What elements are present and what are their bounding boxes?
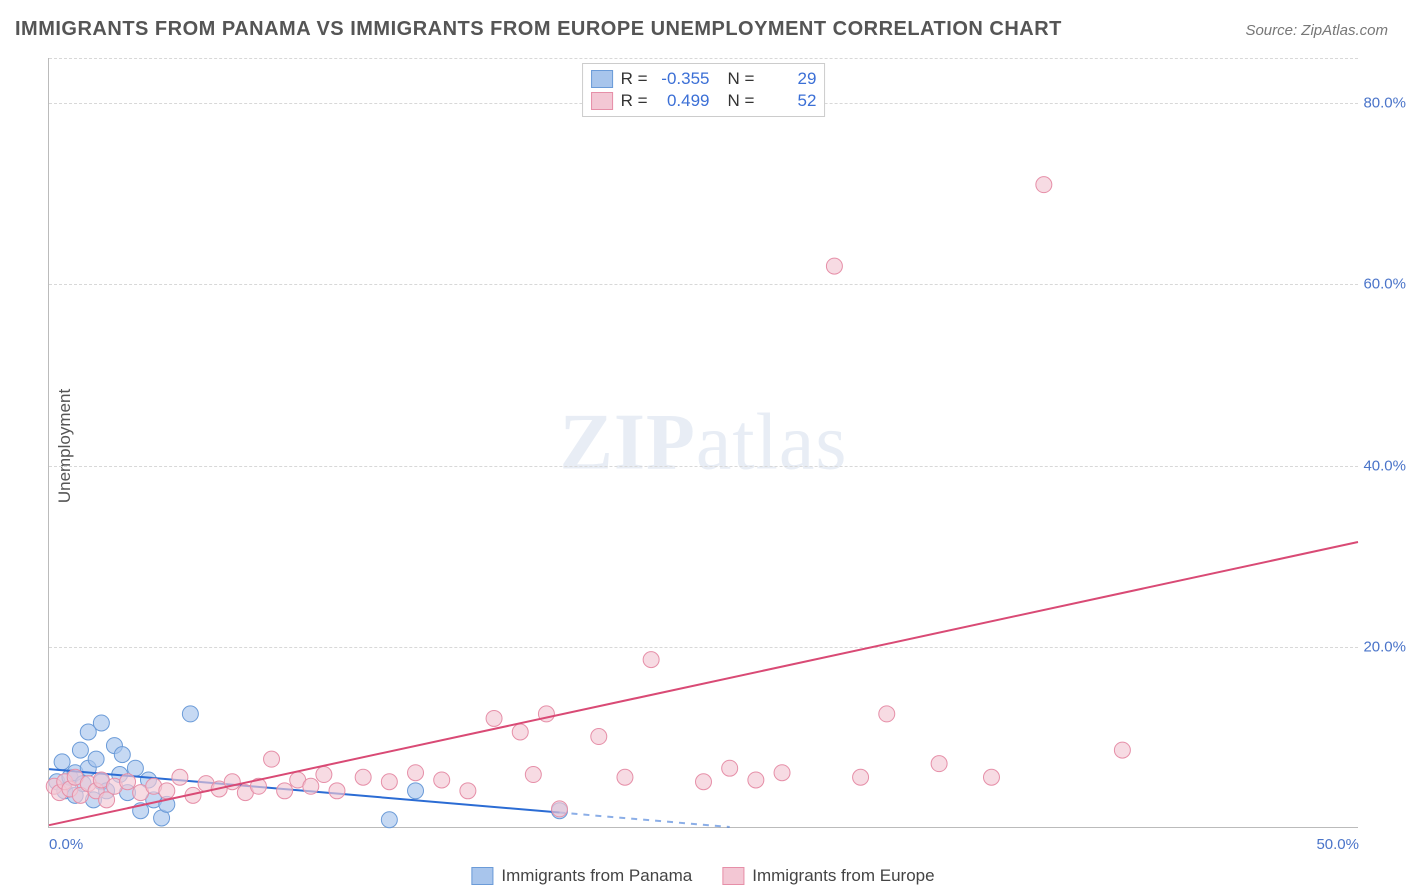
legend-swatch xyxy=(722,867,744,885)
data-point xyxy=(826,258,842,274)
data-point xyxy=(303,778,319,794)
legend-swatch xyxy=(591,92,613,110)
data-point xyxy=(72,742,88,758)
series-label: Immigrants from Panama xyxy=(501,866,692,886)
data-point xyxy=(525,767,541,783)
n-label: N = xyxy=(728,69,755,89)
data-point xyxy=(1036,177,1052,193)
data-point xyxy=(931,756,947,772)
data-point xyxy=(774,765,790,781)
data-point xyxy=(512,724,528,740)
data-point xyxy=(722,760,738,776)
data-point xyxy=(879,706,895,722)
y-tick-label: 20.0% xyxy=(1362,638,1406,655)
data-point xyxy=(381,812,397,828)
data-point xyxy=(460,783,476,799)
data-point xyxy=(552,801,568,817)
data-point xyxy=(983,769,999,785)
x-tick-label: 50.0% xyxy=(1316,836,1359,853)
data-point xyxy=(93,715,109,731)
data-point xyxy=(54,754,70,770)
r-value: 0.499 xyxy=(656,91,710,111)
data-point xyxy=(264,751,280,767)
n-label: N = xyxy=(728,91,755,111)
data-point xyxy=(408,783,424,799)
x-tick-label: 0.0% xyxy=(49,836,83,853)
stats-legend-row: R = -0.355 N = 29 xyxy=(591,68,817,90)
data-point xyxy=(617,769,633,785)
n-value: 29 xyxy=(762,69,816,89)
legend-swatch xyxy=(471,867,493,885)
data-point xyxy=(120,774,136,790)
y-tick-label: 40.0% xyxy=(1362,457,1406,474)
data-point xyxy=(591,729,607,745)
data-point xyxy=(381,774,397,790)
r-label: R = xyxy=(621,69,648,89)
r-label: R = xyxy=(621,91,648,111)
stats-legend: R = -0.355 N = 29 R = 0.499 N = 52 xyxy=(582,63,826,117)
plot-area: ZIPatlas R =-0.355N =29R =0.499N =52 0.0… xyxy=(48,58,1358,828)
data-point xyxy=(486,710,502,726)
legend-swatch xyxy=(591,70,613,88)
data-point xyxy=(408,765,424,781)
data-point xyxy=(329,783,345,799)
scatter-svg xyxy=(49,58,1358,827)
data-point xyxy=(434,772,450,788)
y-tick-label: 80.0% xyxy=(1362,95,1406,112)
stats-legend-row: R = 0.499 N = 52 xyxy=(591,90,817,112)
series-legend-item: Immigrants from Panama xyxy=(471,866,692,886)
data-point xyxy=(159,783,175,799)
data-point xyxy=(172,769,188,785)
data-point xyxy=(748,772,764,788)
data-point xyxy=(182,706,198,722)
data-point xyxy=(1114,742,1130,758)
r-value: -0.355 xyxy=(656,69,710,89)
n-value: 52 xyxy=(762,91,816,111)
source-label: Source: ZipAtlas.com xyxy=(1245,22,1388,39)
data-point xyxy=(643,652,659,668)
data-point xyxy=(853,769,869,785)
data-point xyxy=(696,774,712,790)
data-point xyxy=(316,767,332,783)
data-point xyxy=(88,751,104,767)
chart-title: IMMIGRANTS FROM PANAMA VS IMMIGRANTS FRO… xyxy=(15,18,1062,41)
series-label: Immigrants from Europe xyxy=(752,866,934,886)
y-tick-label: 60.0% xyxy=(1362,276,1406,293)
data-point xyxy=(114,747,130,763)
series-legend: Immigrants from Panama Immigrants from Eu… xyxy=(471,866,934,886)
series-legend-item: Immigrants from Europe xyxy=(722,866,934,886)
data-point xyxy=(277,783,293,799)
data-point xyxy=(355,769,371,785)
regression-line-dash xyxy=(560,813,730,827)
